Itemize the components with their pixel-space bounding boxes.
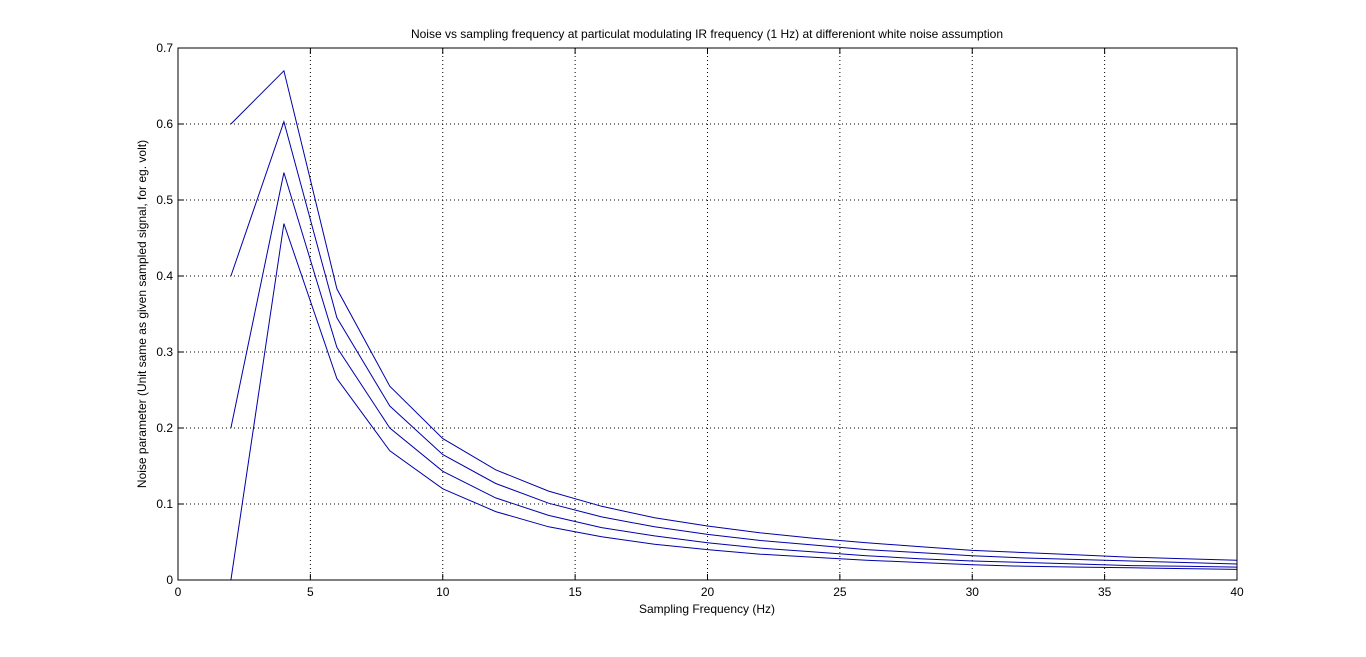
series-line-4	[230, 223, 1238, 581]
y-tick-labels: 0 0.1 0.2 0.3 0.4 0.5 0.6 0.7	[156, 41, 173, 587]
x-tick-label: 30	[966, 585, 980, 599]
x-tick-label: 20	[701, 585, 715, 599]
y-tick-label: 0.2	[156, 421, 173, 435]
series-line-2	[230, 119, 1238, 565]
x-tick-label: 35	[1098, 585, 1112, 599]
y-tick-label: 0.5	[156, 193, 173, 207]
y-tick-label: 0.1	[156, 497, 173, 511]
x-axis-label: Sampling Frequency (Hz)	[639, 602, 775, 616]
x-tick-label: 15	[568, 585, 582, 599]
x-tick-label: 10	[436, 585, 450, 599]
x-tick-labels: 0 5 10 15 20 25 30 35 40	[175, 585, 1244, 599]
x-tick-label: 0	[175, 585, 182, 599]
series-line-1	[230, 69, 1238, 561]
y-tick-label: 0.3	[156, 345, 173, 359]
x-tick-label: 5	[307, 585, 314, 599]
y-tick-label: 0.6	[156, 117, 173, 131]
axis-ticks	[177, 47, 1238, 581]
y-axis-label: Noise parameter (Unit same as given samp…	[135, 140, 149, 488]
chart-title: Noise vs sampling frequency at particula…	[411, 27, 1003, 41]
x-tick-label: 25	[833, 585, 847, 599]
y-tick-label: 0.7	[156, 41, 173, 55]
y-tick-label: 0	[166, 573, 173, 587]
x-tick-label: 40	[1230, 585, 1244, 599]
series-line-3	[230, 172, 1238, 568]
y-tick-label: 0.4	[156, 269, 173, 283]
series-lines	[230, 69, 1238, 581]
grid-lines	[178, 48, 1237, 580]
